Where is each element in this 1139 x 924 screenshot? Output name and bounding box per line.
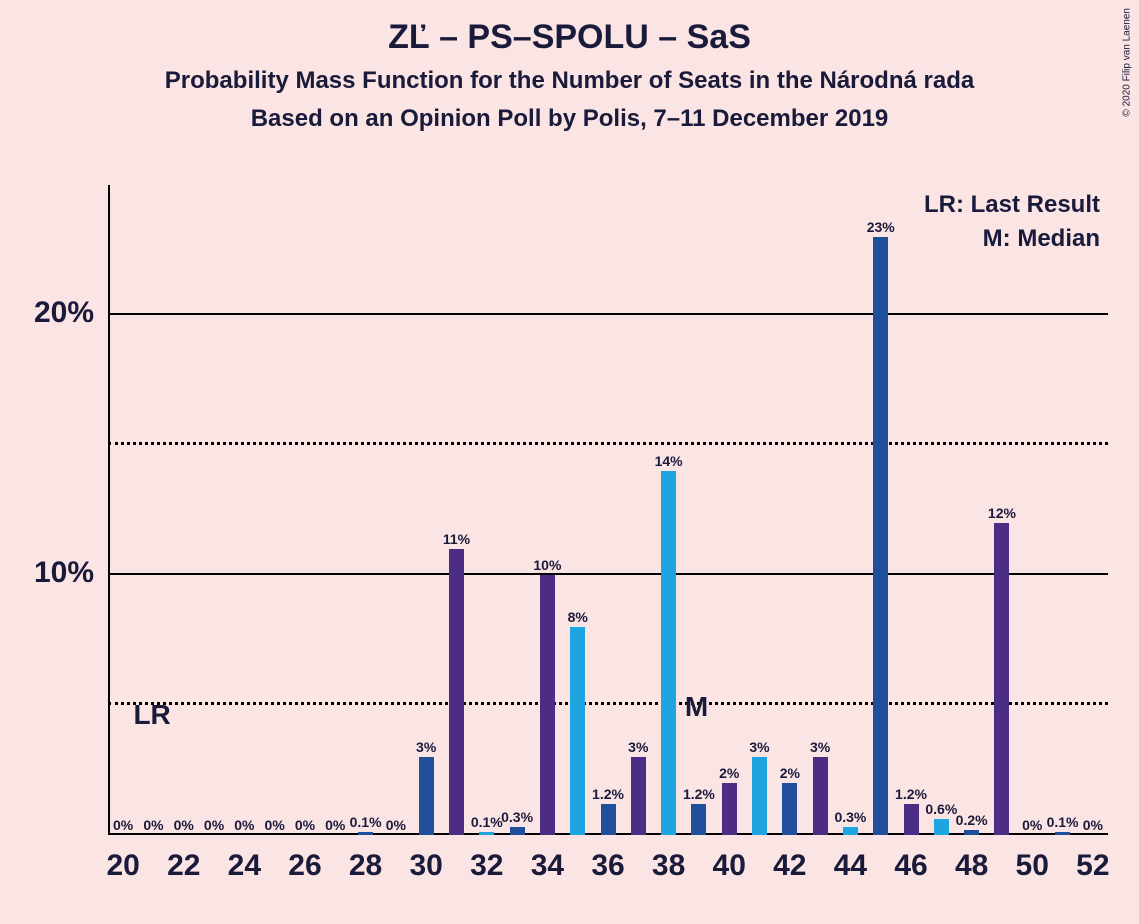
x-axis-label: 52 [1076, 835, 1109, 883]
bar-value-label: 3% [416, 739, 436, 757]
bar-value-label: 0.1% [471, 814, 503, 832]
median-marker: M [685, 691, 708, 723]
bar: 3% [752, 757, 767, 835]
legend-m: M: Median [924, 225, 1100, 253]
last-result-marker: LR [133, 699, 170, 731]
bar-value-label: 0% [143, 817, 163, 835]
bar-value-label: 0.2% [956, 812, 988, 830]
x-axis-label: 34 [531, 835, 564, 883]
x-axis-label: 38 [652, 835, 685, 883]
x-axis-label: 30 [409, 835, 442, 883]
chart-container: ZĽ – PS–SPOLU – SaS Probability Mass Fun… [0, 0, 1139, 924]
bar-value-label: 1.2% [895, 786, 927, 804]
bar: 3% [813, 757, 828, 835]
bar-value-label: 0.3% [834, 809, 866, 827]
bar: 8% [570, 627, 585, 835]
bar-value-label: 23% [867, 219, 895, 237]
bar: 2% [722, 783, 737, 835]
bar: 1.2% [691, 804, 706, 835]
bar-value-label: 0.1% [1047, 814, 1079, 832]
bar: 3% [631, 757, 646, 835]
bar: 0.2% [964, 830, 979, 835]
bar-value-label: 8% [568, 609, 588, 627]
copyright-text: © 2020 Filip van Laenen [1122, 8, 1133, 117]
bar-value-label: 2% [719, 765, 739, 783]
gridline [108, 313, 1108, 315]
bar-value-label: 0% [204, 817, 224, 835]
bar: 11% [449, 549, 464, 835]
bar: 0.6% [934, 819, 949, 835]
bar: 0.3% [510, 827, 525, 835]
x-axis-label: 22 [167, 835, 200, 883]
plot-area: LR: Last Result M: Median 20%10%20222426… [108, 185, 1108, 835]
bar-value-label: 0% [325, 817, 345, 835]
bar: 2% [782, 783, 797, 835]
chart-subtitle-2: Based on an Opinion Poll by Polis, 7–11 … [0, 105, 1139, 133]
bar-value-label: 0% [174, 817, 194, 835]
bar-value-label: 3% [749, 739, 769, 757]
bar-value-label: 12% [988, 505, 1016, 523]
gridline [108, 702, 1108, 705]
bar: 1.2% [904, 804, 919, 835]
bar: 10% [540, 575, 555, 835]
bar-value-label: 0.6% [925, 801, 957, 819]
bar-value-label: 10% [533, 557, 561, 575]
y-axis [108, 185, 110, 835]
x-axis-label: 20 [106, 835, 139, 883]
bar-value-label: 0% [1022, 817, 1042, 835]
bar-value-label: 3% [810, 739, 830, 757]
bar-value-label: 0% [386, 817, 406, 835]
x-axis-label: 44 [834, 835, 867, 883]
x-axis-label: 26 [288, 835, 321, 883]
legend-lr: LR: Last Result [924, 191, 1100, 219]
bar: 0.1% [1055, 832, 1070, 835]
gridline [108, 442, 1108, 445]
bar-value-label: 11% [443, 531, 470, 549]
bar-value-label: 0% [234, 817, 254, 835]
bar-value-label: 14% [655, 453, 683, 471]
bar: 0.1% [479, 832, 494, 835]
y-axis-label: 10% [34, 556, 108, 590]
bar: 14% [661, 471, 676, 835]
bar: 1.2% [601, 804, 616, 835]
bar-value-label: 0.3% [501, 809, 533, 827]
bar-value-label: 3% [628, 739, 648, 757]
bar-value-label: 0.1% [350, 814, 382, 832]
x-axis-label: 28 [349, 835, 382, 883]
x-axis-label: 40 [713, 835, 746, 883]
x-axis-label: 50 [1016, 835, 1049, 883]
chart-subtitle-1: Probability Mass Function for the Number… [0, 67, 1139, 95]
x-axis-label: 42 [773, 835, 806, 883]
bar-value-label: 2% [780, 765, 800, 783]
x-axis-label: 32 [470, 835, 503, 883]
x-axis-label: 36 [591, 835, 624, 883]
gridline [108, 573, 1108, 575]
bar-value-label: 0% [265, 817, 285, 835]
bar: 3% [419, 757, 434, 835]
x-axis-label: 48 [955, 835, 988, 883]
bar: 0.3% [843, 827, 858, 835]
chart-legend: LR: Last Result M: Median [924, 191, 1100, 253]
bar-value-label: 0% [113, 817, 133, 835]
bar: 23% [873, 237, 888, 835]
bar-value-label: 1.2% [592, 786, 624, 804]
bar-value-label: 0% [1083, 817, 1103, 835]
bar: 12% [994, 523, 1009, 835]
bar-value-label: 0% [295, 817, 315, 835]
bar: 0.1% [358, 832, 373, 835]
x-axis-label: 46 [894, 835, 927, 883]
x-axis-label: 24 [228, 835, 261, 883]
chart-title: ZĽ – PS–SPOLU – SaS [0, 18, 1139, 57]
bar-value-label: 1.2% [683, 786, 715, 804]
y-axis-label: 20% [34, 296, 108, 330]
